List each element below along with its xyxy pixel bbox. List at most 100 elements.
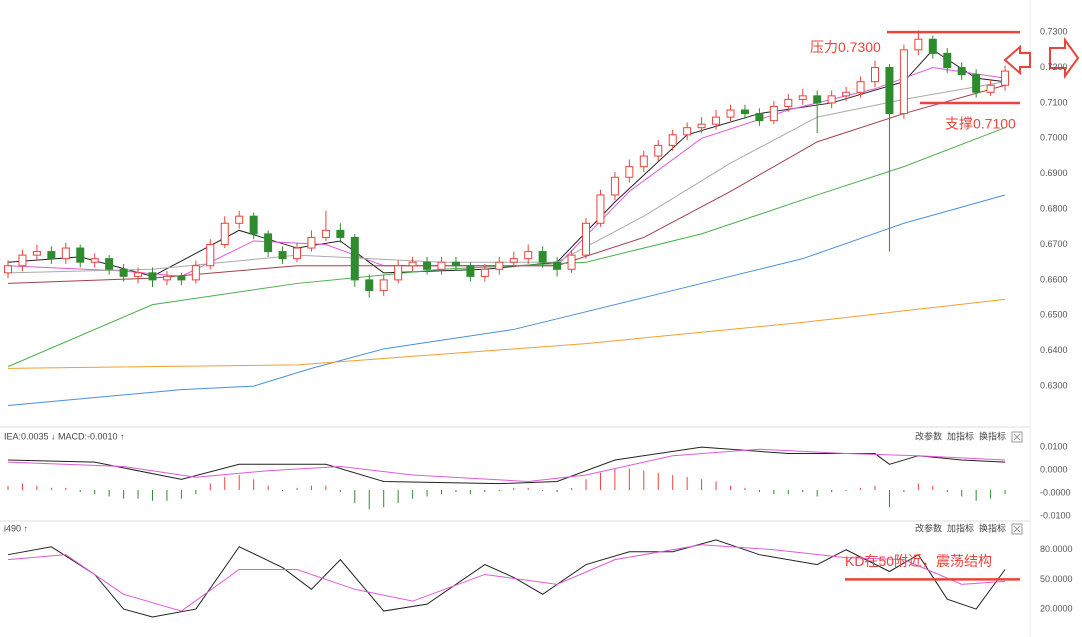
candle-body <box>1001 70 1010 86</box>
candle-body <box>423 261 432 270</box>
candle-body <box>610 176 619 196</box>
indicator-line <box>7 446 1006 485</box>
y-tick-label: 0.6900 <box>1040 168 1068 178</box>
candle-body <box>177 275 186 281</box>
y-tick-label: 0.6500 <box>1040 310 1068 320</box>
candle-body <box>871 67 879 83</box>
y-tick-label: 0.6400 <box>1040 345 1068 355</box>
candle-body <box>437 261 446 270</box>
candle-body <box>524 251 533 260</box>
candle-body <box>336 229 345 238</box>
candle-body <box>712 116 721 125</box>
candle-body <box>293 247 301 260</box>
candle-body <box>899 49 908 115</box>
candle-body <box>191 265 200 281</box>
candle-body <box>408 261 417 267</box>
candle-body <box>769 105 778 122</box>
candle-body <box>394 265 403 281</box>
indicator-line <box>7 84 1006 284</box>
candle-body <box>827 95 836 104</box>
candle-body <box>307 236 316 249</box>
indicator-line <box>7 81 1006 274</box>
candle-body <box>798 95 807 100</box>
indicator-line <box>7 127 1006 368</box>
candle-body <box>18 254 27 267</box>
candle-body <box>249 215 258 235</box>
candle-body <box>784 98 793 107</box>
candle-body <box>596 194 605 224</box>
candle-body <box>842 91 851 97</box>
candle-body <box>972 74 981 93</box>
level-label: KD在50附近，震荡结构 <box>845 553 992 569</box>
candle-body <box>813 95 822 104</box>
candle-body <box>856 81 865 93</box>
candle-body <box>90 258 99 263</box>
y-tick-label: 0.6800 <box>1040 203 1068 213</box>
y-tick-label: 0.6700 <box>1040 239 1068 249</box>
candle-body <box>264 233 273 253</box>
candle-body <box>134 272 143 277</box>
candle-body <box>105 258 114 270</box>
close-button[interactable] <box>1011 431 1023 443</box>
y-tick-label: 80.0000 <box>1040 544 1073 554</box>
candle-body <box>220 222 229 246</box>
indicator-header: i490 ↑ <box>4 523 28 533</box>
control-button[interactable]: 改参数 <box>915 522 942 533</box>
y-tick-label: -0.0100 <box>1040 510 1071 520</box>
candle-body <box>740 109 749 115</box>
control-button[interactable]: 改参数 <box>915 430 942 441</box>
y-tick-label: 0.7300 <box>1040 27 1068 37</box>
arrow-icon <box>1049 36 1080 80</box>
y-tick-label: 50.0000 <box>1040 574 1073 584</box>
candle-body <box>466 265 475 277</box>
candle-body <box>451 261 460 267</box>
level-label: 压力0.7300 <box>810 39 881 55</box>
candle-body <box>625 166 634 178</box>
candle-body <box>61 247 70 260</box>
candle-body <box>4 265 12 274</box>
candle-body <box>148 272 157 281</box>
candle-body <box>928 38 937 54</box>
candle-body <box>480 268 489 277</box>
y-tick-label: 0.7000 <box>1040 133 1068 143</box>
level-label: 支撑0.7100 <box>945 116 1016 132</box>
candle-body <box>350 236 359 281</box>
candle-body <box>553 261 562 270</box>
candle-body <box>582 222 590 256</box>
candle-body <box>321 229 330 238</box>
y-tick-label: 20.0000 <box>1040 603 1073 613</box>
control-button[interactable]: 加指标 <box>947 430 974 441</box>
indicator-line <box>7 544 1006 612</box>
candle-body <box>697 123 706 129</box>
candle-body <box>885 67 894 115</box>
candle-body <box>235 215 244 224</box>
candle-body <box>32 251 41 256</box>
candle-body <box>206 244 215 267</box>
control-button[interactable]: 换指标 <box>979 430 1006 441</box>
control-button[interactable]: 换指标 <box>979 522 1006 533</box>
candle-body <box>639 155 648 168</box>
candle-body <box>365 279 374 292</box>
candle-body <box>76 247 85 263</box>
candle-body <box>914 38 923 51</box>
control-button[interactable]: 加指标 <box>947 522 974 533</box>
candle-body <box>986 84 995 93</box>
candle-body <box>538 251 547 263</box>
candle-body <box>509 258 518 263</box>
candle-body <box>379 279 388 292</box>
candle-body <box>957 67 966 76</box>
y-tick-label: 0.0000 <box>1040 464 1068 474</box>
y-tick-label: 0.0100 <box>1040 441 1068 451</box>
y-tick-label: 0.7200 <box>1040 62 1068 72</box>
y-tick-label: 0.7100 <box>1040 97 1068 107</box>
candle-body <box>47 251 56 260</box>
candle-body <box>119 268 128 277</box>
close-button[interactable] <box>1011 523 1023 535</box>
candle-body <box>495 261 504 270</box>
candle-body <box>567 254 576 270</box>
candle-body <box>726 109 735 118</box>
arrow-icon <box>1003 44 1031 76</box>
y-tick-label: -0.0000 <box>1040 487 1071 497</box>
indicator-line <box>7 298 1006 369</box>
